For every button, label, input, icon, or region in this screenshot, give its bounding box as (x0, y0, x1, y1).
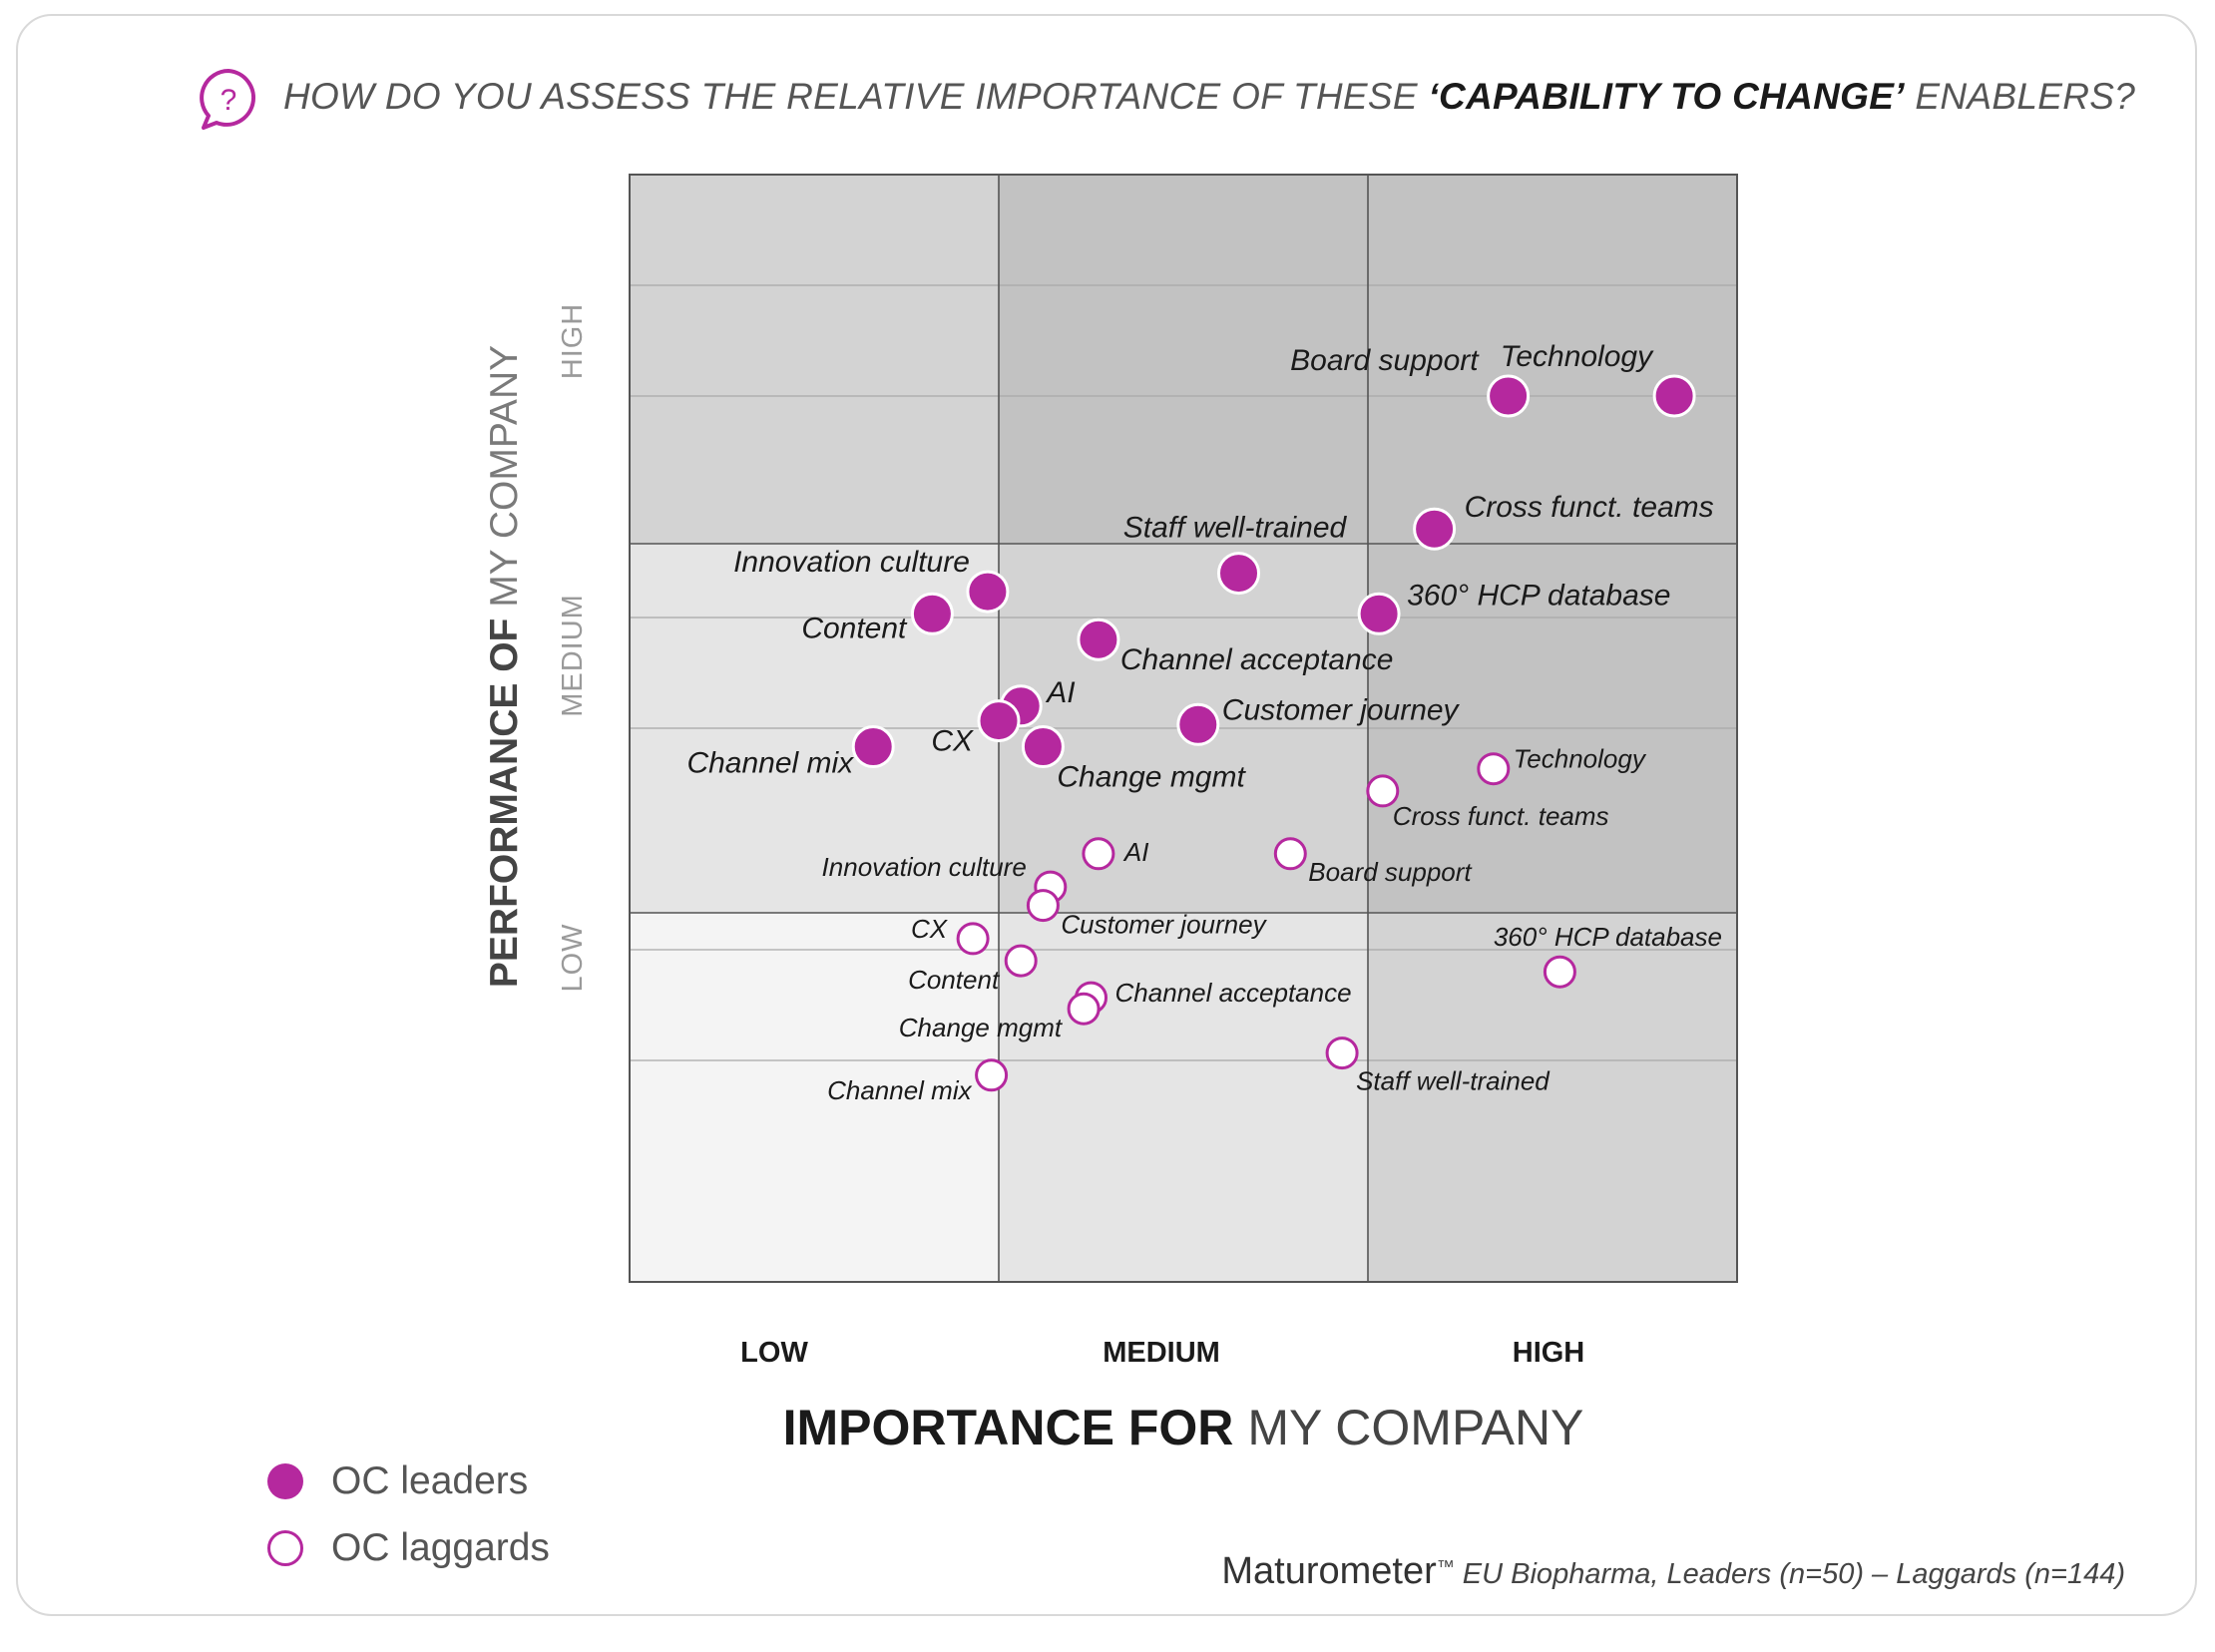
leader-point (1217, 552, 1260, 596)
leader-point-label: 360° HCP database (1407, 579, 1670, 612)
laggard-point-label: Staff well-trained (1356, 1066, 1550, 1096)
zone-cell (999, 175, 1368, 544)
leader-point (1077, 618, 1120, 661)
laggard-point (1543, 955, 1576, 989)
zone-cell (630, 175, 999, 544)
laggard-point (1082, 837, 1115, 871)
leader-point-label: Channel acceptance (1120, 643, 1394, 676)
legend-label-laggards: OC laggards (331, 1526, 550, 1569)
leader-point-label: Innovation culture (733, 546, 970, 579)
leader-point-label: CX (931, 725, 974, 758)
y-tick-label: MEDIUM (557, 594, 589, 717)
laggard-point-label: Innovation culture (822, 852, 1027, 882)
zone-cell (1368, 175, 1737, 544)
laggard-point-label: Channel mix (827, 1075, 973, 1105)
leader-point-label: Technology (1501, 340, 1654, 373)
footer-trademark: ™ (1436, 1556, 1455, 1577)
leader-point (966, 570, 1010, 614)
question-prefix: HOW DO YOU ASSESS THE RELATIVE IMPORTANC… (283, 76, 1429, 117)
chart-question-title: HOW DO YOU ASSESS THE RELATIVE IMPORTANC… (283, 76, 2159, 118)
leader-point-label: Board support (1290, 344, 1480, 377)
laggard-point (1366, 774, 1400, 808)
leader-point (1413, 507, 1457, 551)
footer-note: EU Biopharma, Leaders (n=50) – Laggards … (1454, 1558, 2125, 1590)
y-axis-title-rest: MY COMPANY (483, 345, 526, 619)
laggard-point (1477, 752, 1511, 786)
plot-frame (629, 174, 1738, 1283)
laggard-point (1004, 944, 1038, 978)
legend-hollow-dot-icon (267, 1530, 303, 1566)
leader-point-label: AI (1045, 676, 1075, 709)
leader-point (977, 699, 1021, 743)
leader-point-label: Customer journey (1222, 693, 1461, 726)
x-axis-title: IMPORTANCE FOR MY COMPANY (783, 1400, 1584, 1455)
legend-item-leaders: OC leaders (267, 1456, 528, 1506)
leader-point (1652, 374, 1696, 418)
laggard-point-label: Change mgmt (899, 1013, 1064, 1042)
laggard-point-label: Cross funct. teams (1393, 801, 1609, 831)
source-footer: Maturometer™ EU Biopharma, Leaders (n=50… (1221, 1550, 2125, 1593)
leader-point (1487, 374, 1531, 418)
laggard-point (975, 1058, 1009, 1092)
leader-point-label: Content (801, 612, 908, 644)
laggard-point (1325, 1036, 1359, 1070)
leader-point (1021, 725, 1065, 768)
leader-point-label: Channel mix (686, 747, 854, 780)
legend-filled-dot-icon (267, 1463, 303, 1499)
leader-point-label: Change mgmt (1057, 761, 1246, 794)
leader-point (910, 592, 954, 635)
laggard-point (1067, 992, 1101, 1026)
laggard-point-label: Technology (1514, 744, 1647, 774)
x-axis-title-rest: MY COMPANY (1233, 1400, 1583, 1455)
x-tick-label: LOW (740, 1337, 808, 1369)
leader-point (1176, 702, 1220, 746)
y-axis-title-bold: PERFORMANCE OF (483, 619, 526, 989)
laggard-point (956, 922, 990, 956)
laggard-point-label: CX (911, 914, 949, 944)
footer-brand: Maturometer (1221, 1550, 1437, 1592)
leader-point (851, 725, 895, 768)
laggard-point-label: Board support (1308, 857, 1473, 887)
svg-text:?: ? (221, 84, 237, 117)
laggard-point-label: Content (908, 965, 1001, 995)
laggard-point (1273, 837, 1307, 871)
zone-cell (999, 913, 1368, 1282)
leader-point-label: Cross funct. teams (1465, 491, 1714, 524)
y-axis-title: PERFORMANCE OF MY COMPANY (483, 345, 526, 988)
laggard-point-label: AI (1122, 837, 1149, 867)
x-tick-label: MEDIUM (1103, 1337, 1220, 1369)
leader-point (1357, 592, 1401, 635)
y-tick-label: HIGH (557, 303, 589, 380)
question-bubble-icon: ? (200, 69, 255, 130)
laggard-point-label: 360° HCP database (1494, 922, 1722, 952)
question-bold: ‘CAPABILITY TO CHANGE’ (1428, 76, 1905, 117)
y-tick-label: LOW (557, 923, 589, 992)
x-tick-label: HIGH (1513, 1337, 1585, 1369)
zone-cell (630, 913, 999, 1282)
leader-point-label: Staff well-trained (1123, 512, 1348, 545)
legend-item-laggards: OC laggards (267, 1523, 550, 1573)
x-axis-title-bold: IMPORTANCE FOR (783, 1400, 1234, 1455)
legend-label-leaders: OC leaders (331, 1459, 529, 1502)
question-suffix: ENABLERS? (1904, 76, 2136, 117)
laggard-point-label: Customer journey (1061, 910, 1267, 940)
laggard-point-label: Channel acceptance (1115, 978, 1352, 1008)
laggard-point (1026, 889, 1060, 923)
